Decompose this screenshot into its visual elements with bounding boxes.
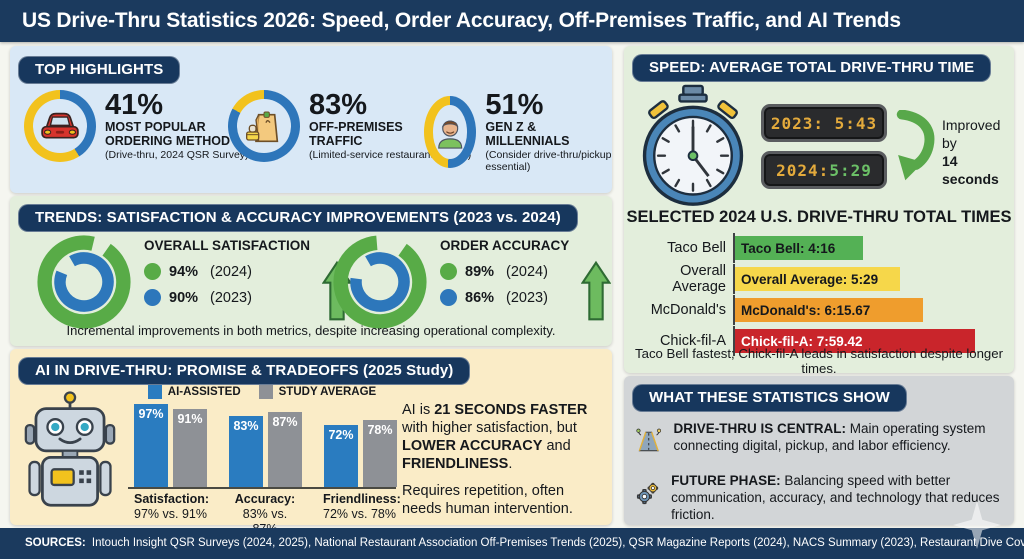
trends-panel: TRENDS: SATISFACTION & ACCURACY IMPROVEM… [10,196,612,346]
blue-dot-icon [144,289,161,306]
green-dot-icon [144,263,161,280]
insight-text: DRIVE-THRU IS CENTRAL: Main operating sy… [673,421,986,453]
ai-panel: AI IN DRIVE-THRU: PROMISE & TRADEOFFS (2… [10,349,612,536]
bar-avg: 91% [173,408,207,487]
trends-heading: TRENDS: SATISFACTION & ACCURACY IMPROVEM… [18,204,578,232]
insight-future-phase: FUTURE PHASE: Balancing speed with bette… [636,470,1002,523]
percent-ring [24,90,96,162]
time-bar: McDonald's: 6:15.67 [735,298,923,322]
ai-heading: AI IN DRIVE-THRU: PROMISE & TRADEOFFS (2… [18,357,471,385]
percent-ring [228,90,300,162]
trend-order-accuracy: ORDER ACCURACY 89% (2024) 86% (2023) [332,234,612,330]
ai-chart-legend: AI-ASSISTED STUDY AVERAGE [128,385,396,399]
bar-caption: Friendliness: 72% vs. 78% [323,492,401,521]
bar-ai: 97% [134,403,168,487]
sources-lead: SOURCES: [25,537,86,549]
bar-caption: Satisfaction: 97% vs. 91% [134,492,210,521]
highlight-value: 83% [309,89,368,122]
highlight-label: MOST POPULAR ORDERING METHOD [105,120,230,149]
trend-group-title: ORDER ACCURACY [440,238,570,253]
stopwatch-icon [642,84,744,206]
legend-2024: 89% (2024) [440,263,569,280]
top-highlights-heading: TOP HIGHLIGHTS [18,56,181,84]
highlight-value: 51% [485,89,544,121]
speed-panel: SPEED: AVERAGE TOTAL DRIVE-THRU TIME 202… [624,46,1014,376]
ai-bars: 97% 91% 83% 87% 72% 78% [128,401,397,489]
times-row-mcdonalds: McDonald's McDonald's: 6:15.67 [630,295,1006,325]
bar-group-friendliness: 72% 78% [324,419,397,487]
bar-avg: 87% [268,412,302,487]
robot-icon [24,391,116,507]
highlight-label: GEN Z & MILLENNIALS [485,120,570,148]
legend-2023: 90% (2023) [144,289,310,306]
highlight-off-premises: 83% OFF-PREMISES TRAFFIC (Limited-servic… [228,90,471,162]
time-bar: Chick-fil-A: 7:59.42 [735,329,975,353]
bar-group-accuracy: 83% 87% [229,412,302,487]
speed-heading: SPEED: AVERAGE TOTAL DRIVE-THRU TIME [632,54,992,82]
road-icon [636,428,662,452]
donut-chart [333,235,427,329]
bar-ai: 72% [324,425,358,487]
page-title: US Drive-Thru Statistics 2026: Speed, Or… [22,9,901,32]
times-row-taco-bell: Taco Bell Taco Bell: 4:16 [630,233,1006,263]
row-label: McDonald's [650,302,726,318]
lcd-2024: 2024: 5:29 [761,151,887,189]
percent-ring [424,95,477,168]
highlight-note: (Drive-thru, 2024 QSR Survey) [105,149,249,162]
ai-bar-captions: Satisfaction: 97% vs. 91% Accuracy: 83% vs… [128,492,401,537]
gears-icon [636,482,659,505]
insights-panel: WHAT THESE STATISTICS SHOW DRIVE-THRU IS… [624,376,1014,525]
up-arrow-icon [581,260,612,321]
bar-group-satisfaction: 97% 91% [134,403,207,487]
insight-text: FUTURE PHASE: Balancing speed with bette… [671,473,1000,522]
trends-caption: Incremental improvements in both metrics… [66,323,556,338]
highlight-value: 41% [105,89,164,122]
trend-group-title: OVERALL SATISFACTION [144,238,311,253]
blue-square-icon [147,385,162,399]
highlight-ordering-method: 41% MOST POPULAR ORDERING METHOD (Drive-… [24,90,249,162]
row-label: Taco Bell [667,240,726,256]
ai-note: AI is 21 SECONDS FASTER with higher sati… [402,402,588,517]
sources-text: Intouch Insight QSR Surveys (2024, 2025)… [88,537,1024,549]
header-bar: US Drive-Thru Statistics 2026: Speed, Or… [0,0,1024,42]
legend-2023: 86% (2023) [440,289,569,306]
insights-heading: WHAT THESE STATISTICS SHOW [632,384,907,412]
legend-label: STUDY AVERAGE [278,386,377,398]
takeout-bag-icon [246,111,279,143]
green-dot-icon [440,263,457,280]
time-bar: Overall Average: 5:29 [735,267,900,291]
curved-arrow-icon [896,110,935,181]
gray-square-icon [258,385,273,399]
sources-footer: SOURCES: Intouch Insight QSR Surveys (20… [0,528,1024,559]
lcd-2023: 2023: 5:43 [761,104,887,142]
donut-chart [37,235,131,329]
times-bar-chart: Taco Bell Taco Bell: 4:16 Overall Averag… [630,233,1006,360]
car-icon [41,112,79,139]
legend-label: AI-ASSISTED [167,386,241,398]
improved-note: Improved by 14 seconds [942,117,1001,187]
top-highlights-panel: TOP HIGHLIGHTS 41% MOST POPU [10,46,612,193]
time-bar: Taco Bell: 4:16 [735,236,863,260]
bar-ai: 83% [229,415,263,487]
legend-2024: 94% (2024) [144,263,310,280]
blue-dot-icon [440,289,457,306]
row-label: Chick-fil-A [659,333,726,349]
times-row-chick-fil-a: Chick-fil-A Chick-fil-A: 7:59.42 [630,326,1006,356]
highlight-note: (Consider drive-thru/pickup essential) [485,149,612,173]
trend-overall-satisfaction: OVERALL SATISFACTION 94% (2024) 90% (2023) [36,234,353,330]
insight-drive-thru-central: DRIVE-THRU IS CENTRAL: Main operating sy… [636,418,1002,464]
bar-avg: 78% [363,419,397,487]
highlight-genz-millennials: 51% GEN Z & MILLENNIALS (Consider drive-… [424,90,612,173]
times-row-overall-average: Overall Average Overall Average: 5:29 [630,263,1006,295]
ai-bar-chart: AI-ASSISTED STUDY AVERAGE 97% 91% 83% 87… [128,385,401,537]
times-chart-title: SELECTED 2024 U.S. DRIVE-THRU TOTAL TIME… [626,208,1012,226]
person-icon [438,120,463,149]
times-chart-caption: Taco Bell fastest; Chick-fil-A leads in … [635,346,1003,376]
row-label: Overall Average [672,263,726,295]
highlight-note: (Limited-service restaurants, 2024) [309,149,472,162]
highlight-label: OFF-PREMISES TRAFFIC [309,120,403,149]
